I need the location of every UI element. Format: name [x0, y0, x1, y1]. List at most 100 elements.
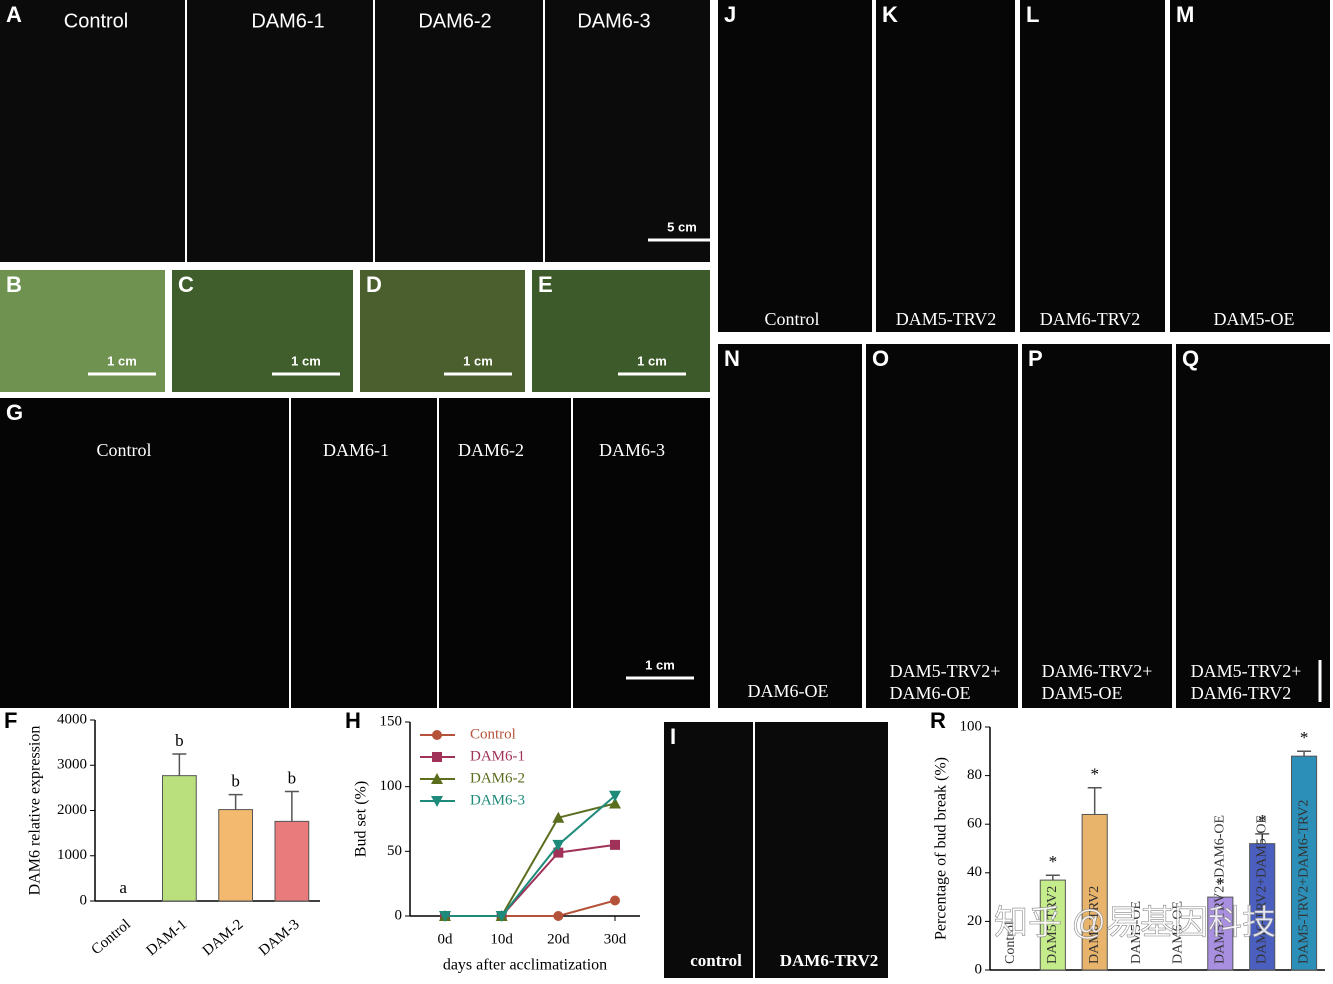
panel-caption: DAM6-OE [748, 681, 829, 701]
panel-letter: H [345, 708, 361, 733]
y-tick-label: 3000 [57, 757, 87, 773]
significance-label: * [1300, 728, 1309, 747]
photo-panel [360, 270, 525, 392]
error-bar [228, 793, 243, 810]
bar [218, 809, 253, 902]
panel-caption: control [690, 951, 742, 970]
panel-letter: Q [1182, 346, 1199, 371]
scale-bar-label: 1 cm [645, 657, 675, 672]
bar [1081, 813, 1108, 971]
panel-caption: DAM6-TRV2 [780, 951, 879, 970]
x-tick-label: DAM6-OE [1171, 901, 1186, 964]
y-tick-label: 20 [967, 913, 982, 929]
marker [610, 895, 620, 906]
scale-bar-label: 1 cm [107, 353, 137, 368]
x-tick-label: DAM6-TRV2 [1087, 886, 1102, 964]
panel-caption: Control [64, 10, 128, 32]
panel-letter: J [724, 2, 736, 27]
x-tick-label: DAM5-TRV2 [1045, 886, 1060, 964]
y-tick-label: 0 [975, 961, 983, 977]
error-bar [1255, 833, 1270, 844]
marker [610, 839, 620, 850]
marker [553, 911, 564, 921]
x-tick-label: Control [89, 916, 134, 958]
significance-label: * [1090, 765, 1099, 784]
x-tick-label: DAM-2 [200, 916, 247, 959]
bar [274, 820, 310, 902]
legend-label: DAM6-3 [470, 792, 525, 808]
panel-letter: R [930, 708, 946, 733]
panel-letter: M [1176, 2, 1194, 27]
photo-panel [1176, 344, 1330, 708]
panel-letter: O [872, 346, 889, 371]
panel-caption: DAM6-1 [251, 10, 324, 32]
photo-panel [718, 344, 862, 708]
panel-caption: DAM5-TRV2 [896, 309, 997, 329]
legend-label: DAM6-2 [470, 770, 525, 786]
scale-bar-label: 1 cm [463, 353, 493, 368]
panel-letter: L [1026, 2, 1039, 27]
panel-letter: F [4, 708, 17, 733]
panel-caption: DAM6-3 [599, 440, 665, 460]
panel-caption: DAM6-2 [418, 10, 491, 32]
y-axis-label: Percentage of bud break (%) [933, 757, 950, 940]
panel-caption: Control [96, 440, 151, 460]
significance-label: b [231, 772, 240, 791]
error-bar [1297, 750, 1312, 757]
bar [1039, 879, 1066, 971]
y-tick-label: 60 [967, 816, 982, 832]
photo-panel [866, 344, 1018, 708]
photo-panel [0, 398, 710, 708]
y-tick-label: 80 [967, 767, 982, 783]
panel-caption: DAM6-TRV2 [1040, 309, 1141, 329]
marker [609, 797, 621, 809]
photo-panel [172, 270, 353, 392]
photo-panel [876, 0, 1015, 332]
panel-letter: B [6, 272, 22, 297]
y-axis-label: DAM6 relative expression [27, 726, 44, 896]
line [445, 899, 616, 917]
photo-panel [664, 722, 888, 978]
line [445, 794, 616, 917]
photo-panel [1022, 344, 1172, 708]
panel-caption: Control [764, 309, 819, 329]
y-axis-label: Bud set (%) [353, 781, 370, 857]
marker [439, 911, 451, 922]
photo-panel [718, 0, 872, 332]
panel-caption: DAM6-TRV2+ [1042, 661, 1153, 681]
panel-letter: D [366, 272, 382, 297]
panel-caption: DAM6-1 [323, 440, 389, 460]
error-bar [172, 753, 187, 776]
y-tick-label: 100 [380, 778, 403, 794]
panel-caption: DAM5-OE [1214, 309, 1295, 329]
panel-caption: DAM5-TRV2+ [1191, 661, 1302, 681]
y-tick-label: 150 [380, 713, 403, 729]
error-bar [1087, 787, 1102, 815]
photo-panel [0, 270, 165, 392]
marker [431, 773, 443, 784]
legend-label: Control [470, 726, 516, 742]
panel-letter: I [670, 724, 676, 749]
photo-panel [0, 0, 710, 262]
bar [1207, 896, 1234, 971]
significance-label: * [1049, 852, 1058, 871]
panel-caption: DAM6-2 [458, 440, 524, 460]
error-bar [1045, 874, 1060, 881]
x-tick-label: DAM5-TRV2+DAM6-TRV2 [1296, 800, 1311, 964]
watermark: 知乎 @易基因科技 [994, 904, 1276, 942]
x-tick-label: DAM-1 [143, 916, 190, 959]
y-tick-label: 0 [395, 907, 403, 923]
photo-panel [1020, 0, 1165, 332]
error-bar [284, 790, 299, 822]
panel-caption: DAM5-OE [1042, 683, 1123, 703]
y-tick-label: 2000 [57, 802, 87, 818]
panel-letter: C [178, 272, 194, 297]
y-tick-label: 1000 [57, 847, 87, 863]
x-tick-label: DAM5-OE [1129, 901, 1144, 964]
marker [609, 790, 621, 802]
marker [552, 839, 565, 851]
panel-letter: A [6, 2, 22, 27]
significance-label: b [288, 768, 297, 787]
y-tick-label: 50 [387, 843, 402, 859]
